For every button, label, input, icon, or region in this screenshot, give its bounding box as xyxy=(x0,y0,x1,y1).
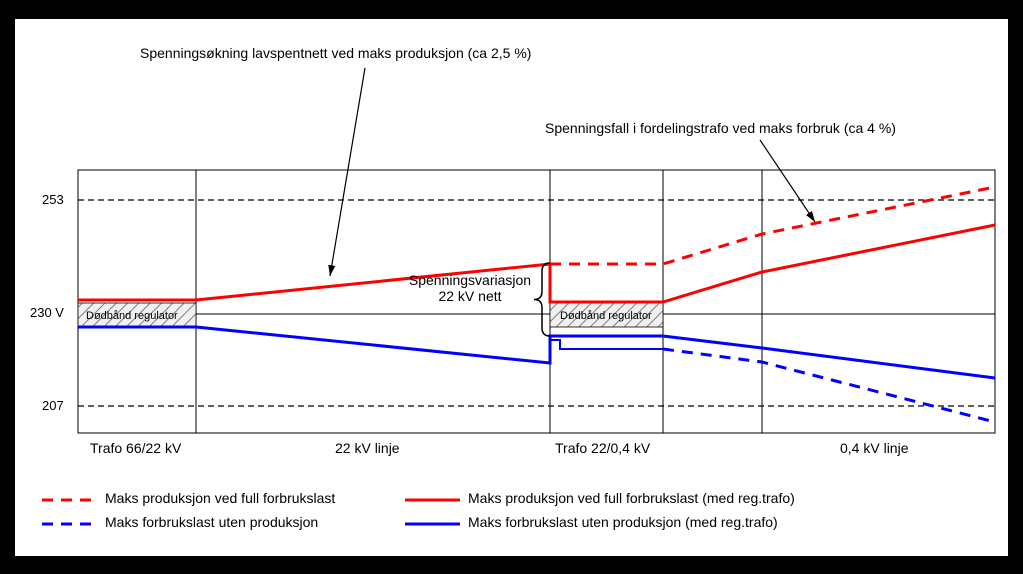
y-tick-253: 253 xyxy=(42,192,64,207)
x-label-trafo2: Trafo 22/0,4 kV xyxy=(555,440,650,456)
legend-blue-solid: Maks forbrukslast uten produksjon (med r… xyxy=(468,514,778,530)
bracket-label-line1: Spenningsvariasjon xyxy=(409,272,531,288)
y-tick-230: 230 V xyxy=(30,305,64,320)
legend-red-dashed: Maks produksjon ved full forbrukslast xyxy=(105,490,335,506)
legend-red-solid: Maks produksjon ved full forbrukslast (m… xyxy=(468,490,795,506)
x-label-04kv: 0,4 kV linje xyxy=(840,440,908,456)
annotation-trafo-drop: Spenningsfall i fordelingstrafo ved maks… xyxy=(545,120,915,136)
deadband-label-2: Dødbånd regulator xyxy=(560,310,652,322)
deadband-label-1: Dødbånd regulator xyxy=(86,310,178,322)
outer-canvas: 253 230 V 207 Trafo 66/22 kV 22 kV linje… xyxy=(0,0,1023,574)
bracket-label-line2: 22 kV nett xyxy=(438,288,501,304)
legend-blue-dashed: Maks forbrukslast uten produksjon xyxy=(105,514,318,530)
y-tick-207: 207 xyxy=(42,398,64,413)
x-label-trafo1: Trafo 66/22 kV xyxy=(90,440,181,456)
x-label-22kv: 22 kV linje xyxy=(335,440,400,456)
annotation-lv-rise: Spenningsøkning lavspentnett ved maks pr… xyxy=(140,45,560,61)
bracket-label: Spenningsvariasjon 22 kV nett xyxy=(400,272,540,304)
